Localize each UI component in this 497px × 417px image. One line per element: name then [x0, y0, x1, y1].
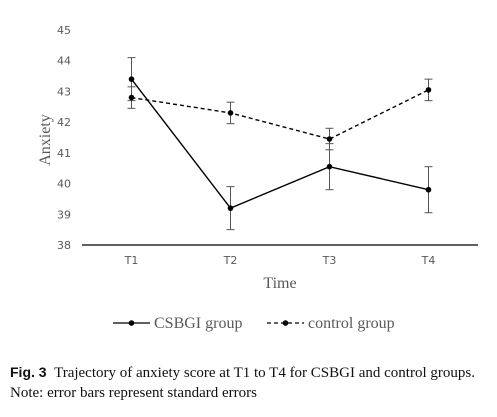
legend-marker-csbgi — [128, 320, 135, 326]
data-point — [128, 76, 135, 82]
legend-item-control: control group — [267, 315, 395, 332]
x-tick-label: T1 — [124, 254, 139, 267]
caption-label: Fig. 3 — [10, 364, 47, 380]
series-control — [127, 78, 433, 151]
chart: 38 39 40 41 42 43 44 45 T1 T2 T3 T4 Anxiety Time C… — [37, 24, 478, 332]
y-tick-label: 43 — [57, 85, 71, 98]
legend-item-csbgi: CSBGI group — [113, 315, 242, 332]
data-point — [128, 94, 135, 101]
data-point — [227, 205, 234, 211]
y-tick-label: 44 — [57, 55, 71, 68]
x-tick-label: T2 — [223, 254, 238, 267]
legend-marker-control — [282, 320, 289, 326]
data-point — [425, 186, 432, 193]
series-line — [130, 78, 429, 209]
y-tick-label: 41 — [57, 147, 71, 160]
y-axis-ticks: 38 39 40 41 42 43 44 45 — [57, 24, 71, 252]
x-tick-label: T4 — [421, 254, 436, 267]
x-axis-ticks: T1 T2 T3 T4 — [124, 254, 436, 267]
series-layer — [127, 57, 433, 231]
figure-caption: Fig. 3 Trajectory of anxiety score at T1… — [10, 362, 490, 403]
y-tick-label: 39 — [57, 208, 71, 221]
data-point — [326, 136, 333, 142]
legend-label-control: control group — [308, 315, 395, 332]
series-line — [131, 89, 429, 140]
y-tick-label: 40 — [57, 178, 71, 191]
y-axis-title: Anxiety — [37, 114, 54, 166]
legend-label-csbgi: CSBGI group — [154, 315, 242, 332]
x-tick-label: T3 — [322, 254, 337, 267]
y-tick-label: 45 — [57, 24, 71, 37]
y-tick-label: 42 — [57, 116, 71, 129]
legend: CSBGI group control group — [113, 315, 395, 332]
data-point — [425, 87, 432, 93]
caption-text: Trajectory of anxiety score at T1 to T4 … — [10, 365, 475, 401]
data-point — [326, 163, 333, 170]
x-axis-title: Time — [263, 275, 296, 292]
series-csbgi — [127, 57, 433, 231]
data-point — [227, 110, 234, 116]
y-tick-label: 38 — [57, 239, 71, 252]
